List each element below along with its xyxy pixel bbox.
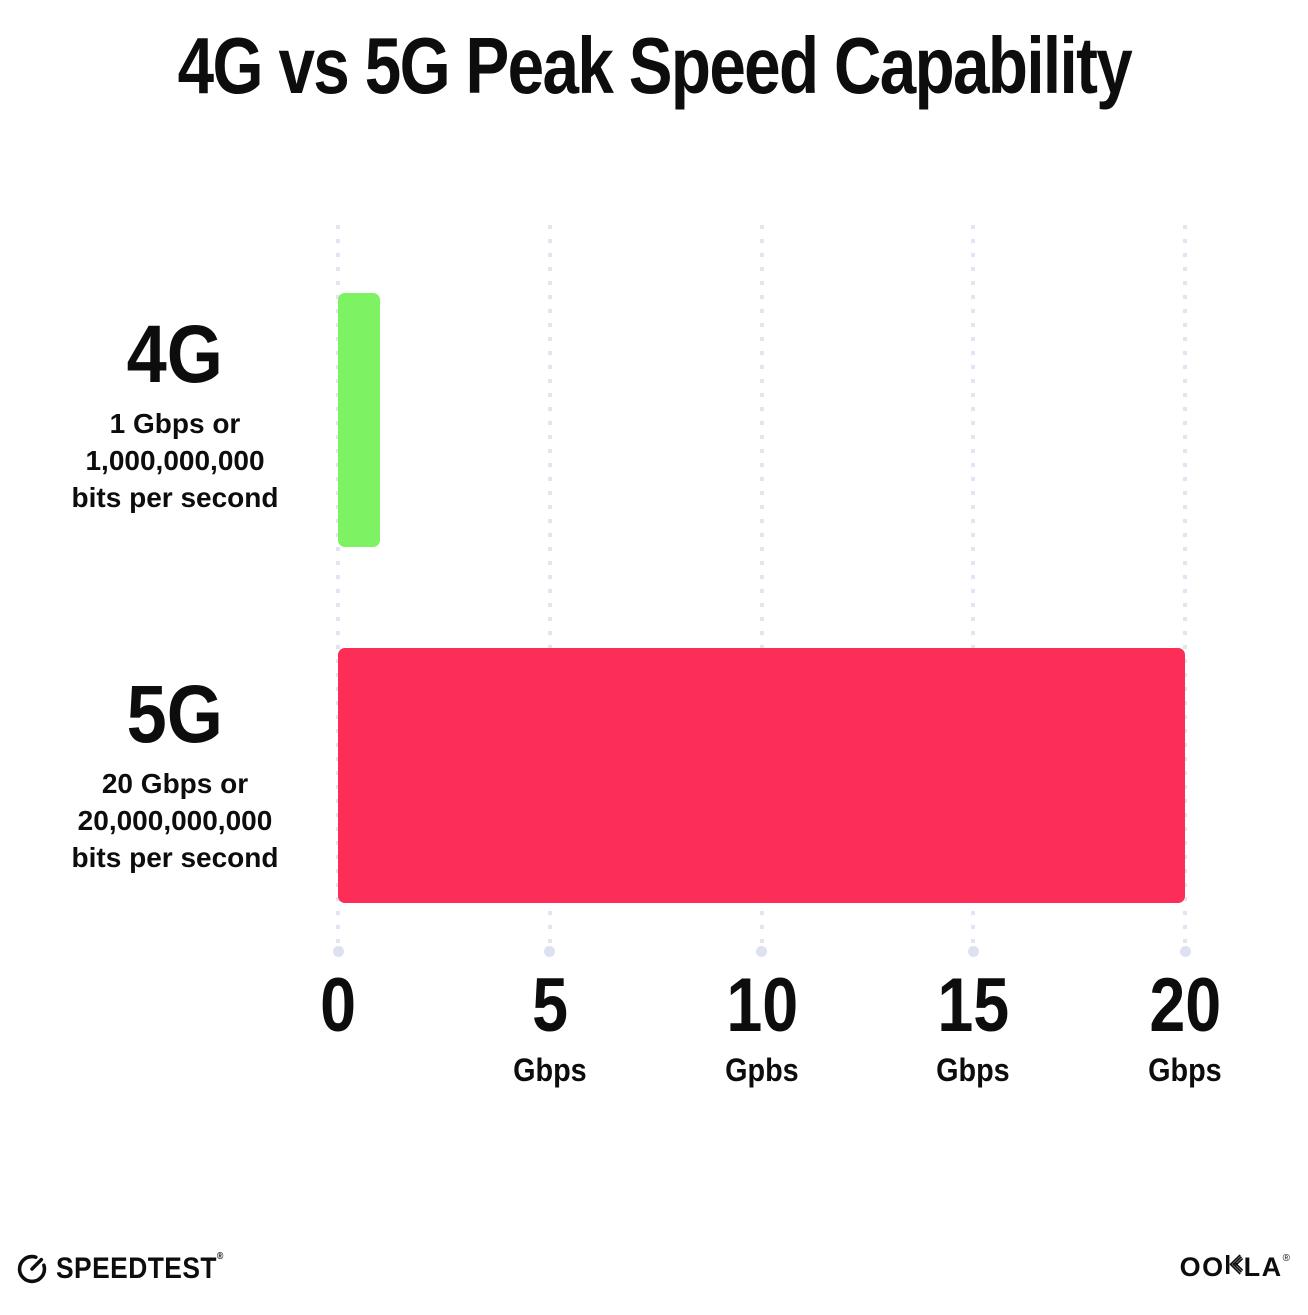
speedtest-wordmark: SPEEDTEST®	[56, 1251, 224, 1286]
ookla-logo: OO LA ®	[1180, 1254, 1290, 1281]
row-sub-4g: 1 Gbps or 1,000,000,000 bits per second	[30, 406, 320, 517]
speedtest-logo: SPEEDTEST®	[16, 1252, 247, 1286]
x-tick-unit: Gbps	[1148, 1052, 1222, 1088]
x-tick-value: 10	[726, 963, 798, 1048]
row-sub-line: bits per second	[71, 481, 279, 513]
ookla-k-icon	[1225, 1254, 1243, 1275]
gridline-15	[967, 225, 979, 957]
x-tick-20: 20 Gbps	[1055, 968, 1308, 1089]
ookla-wordmark-left: OO	[1179, 1252, 1225, 1282]
x-tick-value: 20	[1149, 963, 1221, 1048]
row-label-4g: 4G 1 Gbps or 1,000,000,000 bits per seco…	[30, 309, 320, 517]
row-name-4g: 4G	[126, 309, 224, 400]
row-sub-line: 1 Gbps or	[109, 407, 241, 439]
x-tick-5: 5 Gbps	[420, 968, 680, 1089]
x-tick-unit: Gbps	[936, 1052, 1010, 1088]
x-tick-10: 10 Gpbs	[632, 968, 892, 1089]
x-tick-value: 15	[937, 963, 1009, 1048]
row-sub-line: bits per second	[71, 841, 279, 873]
row-sub-line: 20 Gbps or	[101, 767, 249, 799]
row-sub-line: 1,000,000,000	[85, 444, 265, 476]
row-name-5g: 5G	[126, 669, 224, 760]
chart-title-text: 4G vs 5G Peak Speed Capability	[177, 21, 1132, 110]
bar-4g	[338, 293, 381, 547]
ookla-wordmark-right: LA	[1243, 1252, 1283, 1282]
gridline-0	[332, 225, 344, 957]
x-tick-value: 5	[532, 963, 568, 1048]
gridline-10	[756, 225, 767, 957]
x-tick-unit: Gbps	[513, 1052, 587, 1088]
gridline-5	[544, 225, 556, 957]
row-label-5g: 5G 20 Gbps or 20,000,000,000 bits per se…	[30, 669, 320, 877]
x-tick-unit: Gpbs	[725, 1052, 799, 1088]
chart-title: 4G vs 5G Peak Speed Capability	[0, 20, 1308, 112]
x-tick-value: 0	[320, 963, 356, 1048]
speedtest-gauge-icon	[16, 1253, 48, 1285]
registered-mark: ®	[1282, 1253, 1290, 1264]
gridline-20	[1179, 225, 1191, 957]
registered-mark: ®	[216, 1251, 224, 1262]
row-sub-line: 20,000,000,000	[77, 804, 273, 836]
x-tick-0: 0	[208, 968, 468, 1089]
bar-5g	[338, 648, 1185, 903]
row-sub-5g: 20 Gbps or 20,000,000,000 bits per secon…	[30, 766, 320, 877]
plot-area	[332, 225, 1191, 957]
x-tick-15: 15 Gbps	[843, 968, 1103, 1089]
